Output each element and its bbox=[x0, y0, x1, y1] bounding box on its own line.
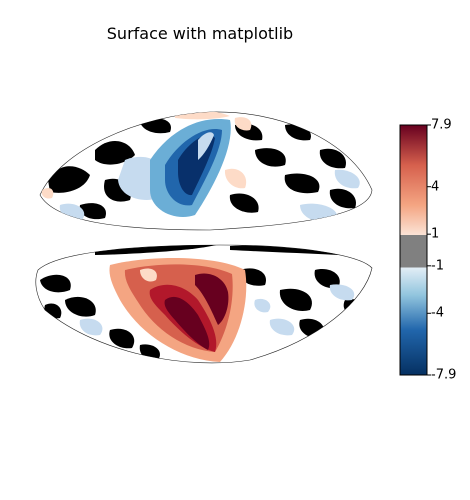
colorbar-ticks bbox=[427, 124, 431, 376]
colorbar-tick-label: -7.9 bbox=[431, 367, 457, 383]
figure-title: Surface with matplotlib bbox=[106, 24, 294, 43]
colorbar bbox=[399, 124, 431, 376]
surface-top-hemisphere bbox=[39, 111, 373, 231]
surface-bottom-hemisphere bbox=[35, 244, 373, 364]
colorbar-tick-label: 7.9 bbox=[431, 117, 452, 133]
colorbar-gradient bbox=[399, 124, 428, 376]
colorbar-tick-label: 4 bbox=[431, 179, 440, 195]
colorbar-tick-label: 1 bbox=[431, 226, 440, 242]
colorbar-tick-label: -1 bbox=[431, 258, 444, 274]
colorbar-tick-label: -4 bbox=[431, 305, 444, 321]
